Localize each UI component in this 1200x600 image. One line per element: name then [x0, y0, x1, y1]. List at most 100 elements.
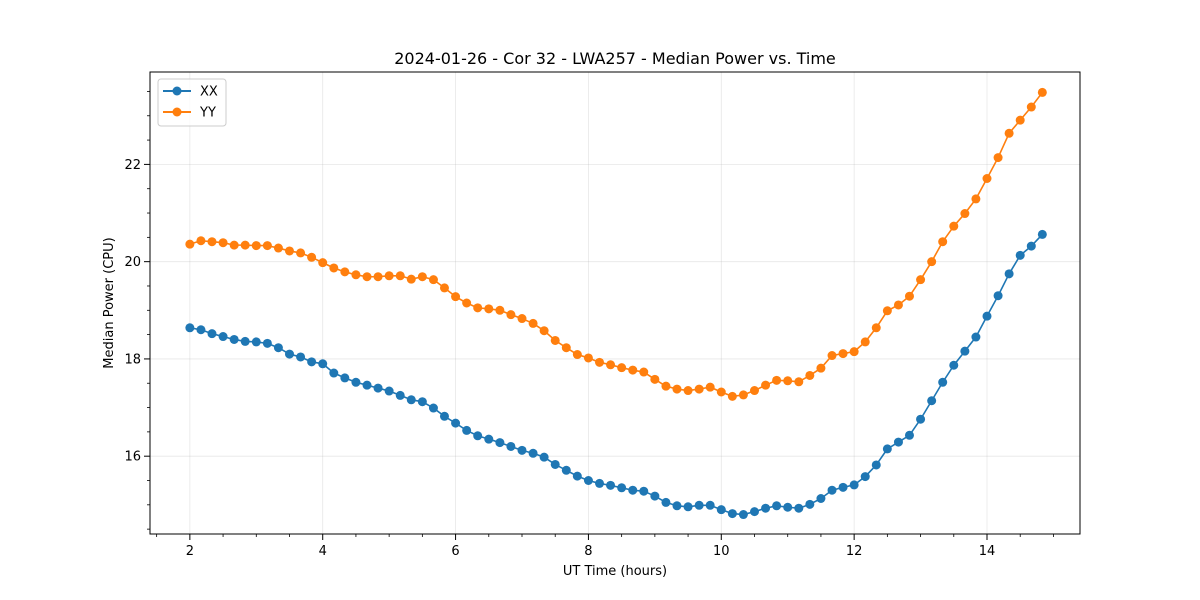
data-point-xx	[606, 480, 616, 490]
data-point-yy	[285, 246, 294, 256]
data-point-yy	[218, 238, 228, 248]
data-point-xx	[251, 337, 261, 347]
legend: XX YY	[157, 78, 227, 127]
data-point-xx	[838, 482, 848, 492]
data-point-yy	[495, 305, 505, 315]
data-point-yy	[451, 292, 461, 302]
data-point-xx	[661, 497, 671, 507]
data-point-yy	[650, 374, 660, 384]
data-point-yy	[329, 263, 339, 273]
data-point-yy	[296, 248, 306, 258]
data-point-yy	[927, 257, 937, 267]
data-point-xx	[362, 380, 372, 390]
legend-label-xx: XX	[200, 85, 218, 100]
data-point-xx	[927, 396, 937, 406]
data-point-yy	[528, 318, 538, 328]
data-point-xx	[462, 425, 472, 435]
data-point-yy	[517, 314, 527, 324]
data-point-xx	[572, 471, 582, 481]
data-point-xx	[971, 332, 981, 342]
data-point-xx	[495, 438, 505, 448]
data-point-yy	[262, 241, 272, 251]
data-point-yy	[572, 350, 582, 360]
data-point-yy	[949, 221, 959, 231]
data-point-yy	[882, 306, 892, 316]
data-point-yy	[1026, 102, 1036, 112]
data-point-xx	[827, 485, 837, 495]
data-point-yy	[417, 272, 427, 282]
data-point-yy	[484, 304, 494, 314]
data-point-xx	[340, 373, 350, 383]
data-point-xx	[484, 434, 494, 444]
data-point-xx	[517, 445, 527, 455]
series-area	[185, 87, 1047, 520]
data-point-yy	[661, 381, 671, 391]
data-point-xx	[893, 437, 903, 447]
data-point-xx	[473, 431, 483, 441]
data-point-yy	[373, 272, 383, 282]
data-point-yy	[539, 326, 549, 336]
series-yy	[185, 87, 1047, 401]
data-point-xx	[229, 334, 239, 344]
data-point-yy	[993, 153, 1003, 163]
data-point-xx	[561, 465, 571, 475]
data-point-xx	[262, 338, 272, 348]
data-point-xx	[949, 360, 959, 370]
data-point-xx	[307, 357, 317, 367]
y-axis-label: Median Power (CPU)	[102, 237, 117, 368]
data-point-yy	[716, 387, 726, 397]
data-point-yy	[318, 258, 328, 268]
data-point-xx	[451, 418, 461, 428]
data-point-xx	[617, 483, 627, 493]
data-point-yy	[351, 270, 361, 280]
data-point-xx	[539, 452, 549, 462]
data-point-xx	[373, 383, 383, 393]
data-point-xx	[1004, 269, 1014, 279]
data-point-xx	[595, 478, 605, 488]
data-point-yy	[240, 240, 250, 250]
data-point-xx	[860, 472, 870, 482]
data-point-yy	[550, 335, 560, 345]
data-point-yy	[639, 367, 649, 377]
data-point-yy	[960, 209, 970, 219]
data-point-xx	[871, 460, 881, 470]
data-point-xx	[550, 459, 560, 469]
chart-title: 2024-01-26 - Cor 32 - LWA257 - Median Po…	[394, 49, 836, 68]
data-point-yy	[617, 363, 627, 373]
data-point-yy	[938, 237, 948, 247]
x-tick-label: 6	[451, 544, 459, 559]
data-point-xx	[639, 486, 649, 496]
axes: 2 4 6 8 10 12 14 16 18 20 22	[124, 91, 1054, 559]
data-point-yy	[794, 377, 804, 387]
data-point-yy	[1004, 128, 1014, 138]
data-point-xx	[960, 346, 970, 356]
data-point-xx	[439, 411, 449, 421]
data-point-yy	[694, 384, 704, 394]
data-point-xx	[938, 377, 948, 387]
data-point-xx	[528, 448, 538, 458]
data-point-yy	[273, 243, 283, 253]
x-tick-label: 2	[186, 544, 194, 559]
data-point-yy	[860, 337, 870, 347]
data-point-xx	[727, 509, 737, 519]
data-point-xx	[207, 329, 217, 339]
data-point-yy	[473, 303, 483, 313]
data-point-xx	[329, 368, 339, 378]
data-point-xx	[794, 503, 804, 513]
data-point-xx	[428, 403, 438, 413]
data-point-xx	[683, 502, 693, 512]
data-point-yy	[672, 384, 682, 394]
data-point-yy	[428, 275, 438, 285]
data-point-yy	[871, 323, 881, 333]
y-tick-label: 18	[124, 352, 141, 367]
data-point-xx	[384, 386, 394, 396]
x-tick-label: 8	[584, 544, 592, 559]
data-point-yy	[196, 236, 206, 246]
legend-marker-xx	[172, 86, 182, 96]
plot-frame	[149, 71, 1081, 535]
x-tick-label: 4	[319, 544, 327, 559]
legend-marker-yy	[172, 107, 182, 117]
data-point-yy	[971, 194, 981, 204]
data-point-yy	[683, 386, 693, 396]
data-point-xx	[285, 349, 294, 359]
